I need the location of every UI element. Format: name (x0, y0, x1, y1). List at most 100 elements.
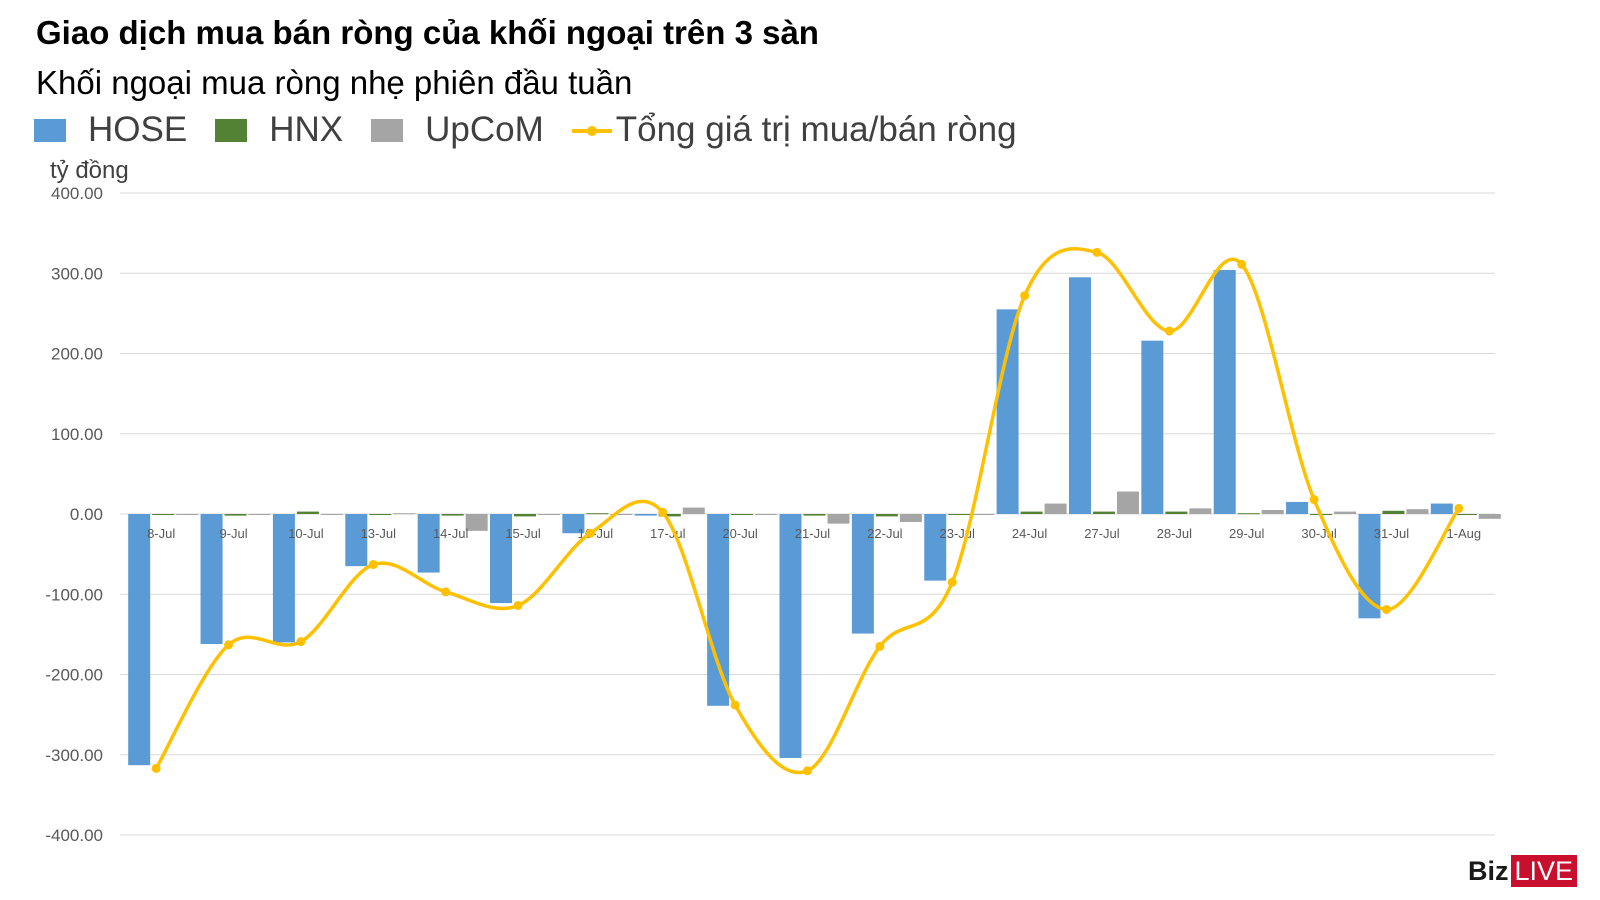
legend-item-hnx: HNX (215, 110, 343, 150)
bar-hnx-20-Jul (731, 514, 754, 515)
x-tick-label: 20-Jul (722, 526, 758, 541)
point-total-13-Jul (368, 560, 378, 570)
bar-upcom-23-Jul (972, 514, 995, 515)
legend-item-total: Tổng giá trị mua/bán ròng (571, 110, 1017, 150)
x-tick-label: 28-Jul (1157, 526, 1193, 541)
x-tick-label: 22-Jul (867, 526, 903, 541)
logo-text-live: LIVE (1510, 855, 1578, 887)
y-tick-label: 400.00 (51, 184, 103, 203)
x-tick-label: 13-Jul (361, 526, 397, 541)
bar-hose-24-Jul (996, 309, 1019, 514)
point-total-16-Jul (585, 528, 595, 538)
bar-hnx-1-Aug (1454, 514, 1477, 515)
bar-upcom-13-Jul (393, 513, 416, 515)
y-tick-label: -200.00 (45, 666, 103, 685)
bar-hose-10-Jul (272, 514, 295, 643)
legend: HOSE HNX UpCoM Tổng giá trị mua/bán ròng (34, 110, 1045, 150)
bar-hnx-15-Jul (514, 514, 537, 517)
bar-hose-9-Jul (200, 514, 223, 645)
point-total-14-Jul (441, 587, 451, 597)
bar-upcom-17-Jul (682, 507, 705, 514)
x-tick-label: 8-Jul (147, 526, 175, 541)
bar-upcom-27-Jul (1116, 491, 1139, 514)
bar-hose-31-Jul (1358, 514, 1381, 619)
bar-hnx-16-Jul (586, 513, 609, 515)
point-total-15-Jul (513, 600, 523, 610)
legend-item-hose: HOSE (34, 110, 187, 150)
legend-label-hnx: HNX (269, 110, 344, 149)
bar-upcom-29-Jul (1261, 509, 1284, 514)
bar-hose-22-Jul (851, 514, 874, 634)
point-total-22-Jul (875, 641, 885, 651)
x-tick-label: 21-Jul (795, 526, 831, 541)
bar-upcom-16-Jul (610, 514, 633, 515)
bar-upcom-8-Jul (176, 514, 199, 515)
chart-title: Giao dịch mua bán ròng của khối ngoại tr… (36, 14, 819, 51)
point-total-27-Jul (1092, 247, 1102, 257)
bar-hose-1-Aug (1430, 503, 1453, 514)
point-total-23-Jul (947, 577, 957, 587)
bar-hnx-31-Jul (1382, 510, 1405, 514)
bar-hose-23-Jul (924, 514, 947, 581)
point-total-9-Jul (224, 640, 234, 650)
bar-hose-27-Jul (1068, 277, 1091, 514)
x-tick-label: 17-Jul (650, 526, 686, 541)
legend-swatch-hnx (215, 118, 248, 142)
bar-upcom-31-Jul (1406, 509, 1429, 514)
point-total-24-Jul (1020, 291, 1030, 301)
x-tick-label: 24-Jul (1012, 526, 1048, 541)
y-tick-label: -400.00 (45, 826, 103, 845)
bar-hnx-27-Jul (1092, 511, 1115, 514)
x-tick-label: 15-Jul (505, 526, 541, 541)
x-tick-label: 1-Aug (1446, 526, 1481, 541)
bar-upcom-28-Jul (1189, 508, 1212, 514)
bar-hose-29-Jul (1213, 270, 1236, 514)
bar-upcom-21-Jul (827, 514, 850, 524)
point-total-8-Jul (151, 763, 161, 773)
bar-hnx-24-Jul (1020, 511, 1043, 514)
bar-hose-30-Jul (1286, 501, 1309, 514)
bar-upcom-9-Jul (248, 514, 271, 515)
bar-upcom-1-Aug (1478, 514, 1501, 519)
bar-upcom-15-Jul (538, 514, 561, 515)
bar-hnx-21-Jul (803, 514, 826, 516)
bar-hnx-14-Jul (441, 514, 464, 516)
x-tick-label: 10-Jul (288, 526, 324, 541)
bar-hnx-8-Jul (152, 514, 175, 515)
x-tick-label: 9-Jul (219, 526, 247, 541)
bar-upcom-10-Jul (320, 514, 343, 515)
point-total-29-Jul (1237, 259, 1247, 269)
bar-hose-17-Jul (634, 514, 657, 516)
bar-hnx-23-Jul (948, 514, 971, 515)
y-tick-label: 100.00 (51, 425, 103, 444)
y-tick-label: 300.00 (51, 264, 103, 283)
point-total-21-Jul (803, 766, 812, 776)
x-tick-label: 27-Jul (1084, 526, 1120, 541)
logo-text-biz: Biz (1468, 855, 1509, 886)
bar-upcom-30-Jul (1334, 511, 1357, 514)
x-tick-label: 29-Jul (1229, 526, 1265, 541)
legend-swatch-upcom (371, 118, 404, 142)
bar-hnx-29-Jul (1237, 513, 1260, 515)
legend-label-hose: HOSE (88, 110, 188, 149)
bar-hnx-22-Jul (875, 514, 898, 517)
legend-item-upcom: UpCoM (371, 110, 544, 150)
point-total-10-Jul (296, 637, 306, 647)
bar-hnx-9-Jul (224, 514, 247, 516)
legend-label-total: Tổng giá trị mua/bán ròng (615, 110, 1017, 149)
bar-upcom-14-Jul (465, 514, 488, 531)
point-total-17-Jul (658, 507, 668, 517)
x-tick-label: 31-Jul (1374, 526, 1410, 541)
point-total-30-Jul (1309, 495, 1319, 505)
bar-hose-28-Jul (1141, 340, 1164, 514)
bar-hnx-13-Jul (369, 514, 392, 515)
bar-hose-20-Jul (707, 514, 730, 706)
legend-swatch-hose (34, 118, 66, 142)
bizlive-logo: Biz LIVE (1468, 855, 1578, 887)
bar-hnx-10-Jul (296, 511, 319, 514)
y-axis-label: tỷ đồng (50, 157, 129, 184)
bar-upcom-20-Jul (755, 514, 778, 515)
point-total-1-Aug (1454, 503, 1464, 513)
bar-hose-8-Jul (128, 514, 151, 766)
